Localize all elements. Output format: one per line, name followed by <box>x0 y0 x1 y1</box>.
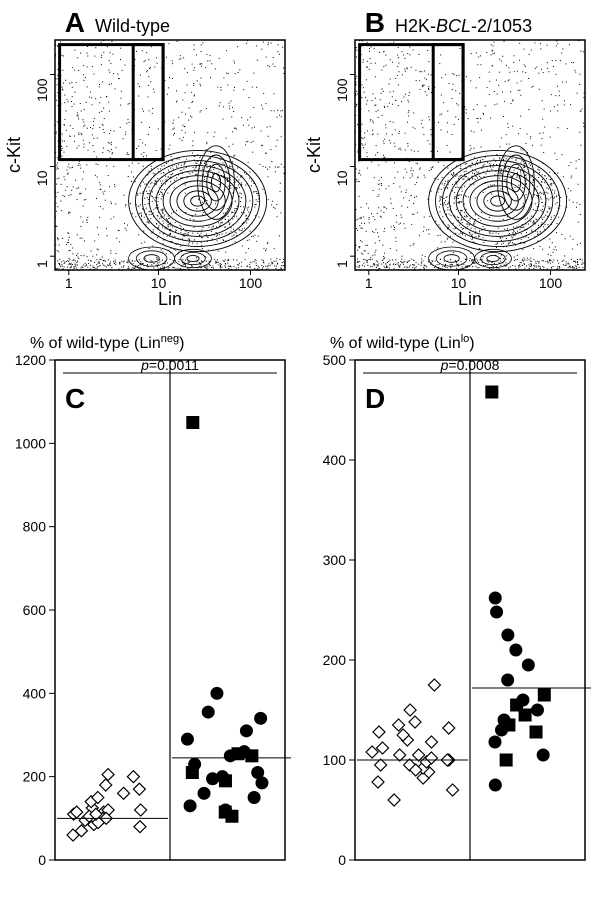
facs-contours <box>429 146 567 270</box>
ytick: 1 <box>34 260 50 268</box>
panel-letter-C: C <box>65 383 85 414</box>
xtick: 1 <box>365 275 373 291</box>
ytick: 100 <box>323 752 347 768</box>
ytick: 500 <box>323 352 347 368</box>
ytick: 200 <box>23 769 47 785</box>
strip-title-C: % of wild-type (Linneg) <box>30 333 184 352</box>
ytick: 0 <box>338 852 346 868</box>
facs-panel-B: BH2K-BCL-2/1053111010100100Linc-Kit <box>304 7 586 309</box>
panel-title-A: Wild-type <box>95 16 170 36</box>
points-wt <box>366 679 458 806</box>
ytick: 400 <box>23 685 47 701</box>
ytick: 10 <box>34 170 50 186</box>
strip-panel-D: % of wild-type (Linlo) 0 100 200 300 400 500 p=… <box>323 333 591 868</box>
gate-inner <box>133 45 163 160</box>
ytick: 100 <box>34 78 50 102</box>
xtick: 1 <box>65 275 73 291</box>
ytick: 1000 <box>15 435 46 451</box>
strip-panel-C: % of wild-type (Linneg) 0 200 400 600 800 1000… <box>15 333 291 868</box>
ytick: 600 <box>23 602 47 618</box>
panel-letter-D: D <box>365 383 385 414</box>
ylabel: c-Kit <box>4 137 24 173</box>
points-tg <box>486 386 550 791</box>
ytick: 800 <box>23 519 47 535</box>
ylabel: c-Kit <box>304 137 324 173</box>
xtick: 100 <box>239 275 263 291</box>
ytick: 1200 <box>15 352 46 368</box>
xlabel: Lin <box>158 289 182 309</box>
ytick: 100 <box>334 78 350 102</box>
panel-title-B: H2K-BCL-2/1053 <box>395 16 532 36</box>
ytick: 200 <box>323 652 347 668</box>
facs-panel-A: AWild-type111010100100Linc-Kit <box>4 7 286 309</box>
xlabel: Lin <box>458 289 482 309</box>
panel-letter-A: A <box>65 7 85 38</box>
ytick: 300 <box>323 552 347 568</box>
figure-root: AWild-type111010100100Linc-KitBH2K-BCL-2… <box>0 0 611 900</box>
points-tg <box>181 417 268 823</box>
ytick: 1 <box>334 260 350 268</box>
gate-outer <box>360 45 464 160</box>
pvalue-C: p=0.0011 <box>140 357 199 373</box>
panel-letter-B: B <box>365 7 385 38</box>
gate-inner <box>433 45 463 160</box>
strip-title-D: % of wild-type (Linlo) <box>330 333 475 352</box>
ytick: 0 <box>38 852 46 868</box>
xtick: 100 <box>539 275 563 291</box>
figure-svg: AWild-type111010100100Linc-KitBH2K-BCL-2… <box>0 0 611 900</box>
pvalue-D: p=0.0008 <box>440 357 500 373</box>
points-wt <box>67 769 147 841</box>
facs-contours <box>129 146 267 270</box>
ytick: 400 <box>323 452 347 468</box>
ytick: 10 <box>334 170 350 186</box>
